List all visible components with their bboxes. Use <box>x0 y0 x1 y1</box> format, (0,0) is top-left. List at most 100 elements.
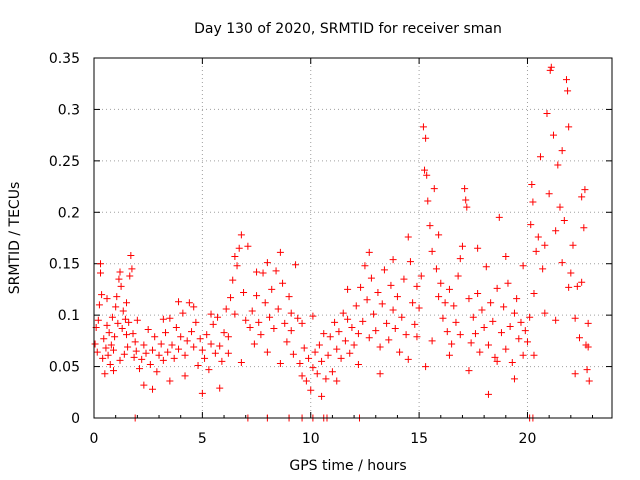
data-point <box>383 319 391 327</box>
data-point <box>476 348 484 356</box>
data-point <box>224 349 232 357</box>
data-point <box>203 331 211 339</box>
data-point <box>556 203 564 211</box>
data-point <box>333 377 341 385</box>
data-point <box>190 343 198 351</box>
data-point <box>415 304 423 312</box>
data-point <box>142 349 150 357</box>
data-point <box>370 310 378 318</box>
data-point <box>515 335 523 343</box>
data-point <box>166 314 174 322</box>
data-point <box>543 110 551 118</box>
data-point <box>246 323 254 331</box>
data-point <box>324 351 332 359</box>
data-point <box>581 186 589 194</box>
data-point <box>205 366 213 374</box>
data-point <box>344 315 352 323</box>
data-point <box>365 248 373 256</box>
y-tick-label: 0.3 <box>58 102 80 118</box>
data-point <box>467 339 475 347</box>
data-point <box>166 377 174 385</box>
data-point <box>315 341 323 349</box>
x-axis-title: GPS time / hours <box>289 458 406 474</box>
data-point <box>528 181 536 189</box>
data-point <box>120 350 128 358</box>
data-point <box>133 316 141 324</box>
data-point <box>565 283 573 291</box>
data-point <box>365 334 373 342</box>
data-point <box>276 248 284 256</box>
data-point <box>502 345 510 353</box>
data-point <box>413 333 421 341</box>
data-point <box>389 306 397 314</box>
data-point <box>305 354 313 362</box>
data-point <box>465 367 473 375</box>
data-point <box>110 367 118 375</box>
data-point <box>118 325 126 333</box>
data-point <box>493 357 501 365</box>
data-point <box>575 334 583 342</box>
data-point <box>411 320 419 328</box>
data-point <box>102 344 110 352</box>
plot-frame <box>93 57 613 419</box>
data-point <box>348 323 356 331</box>
data-point <box>584 343 592 351</box>
data-point <box>344 285 352 293</box>
data-point <box>484 341 492 349</box>
data-point <box>101 370 109 378</box>
data-point <box>318 357 326 365</box>
data-point <box>406 258 414 266</box>
data-point <box>95 301 103 309</box>
data-point <box>255 318 263 326</box>
data-point <box>439 314 447 322</box>
data-point <box>98 291 106 299</box>
data-point <box>393 293 401 301</box>
data-point <box>456 255 464 263</box>
data-point <box>458 242 466 250</box>
data-point <box>417 272 425 280</box>
data-point <box>140 381 148 389</box>
data-point <box>422 134 430 142</box>
data-point <box>465 295 473 303</box>
data-point <box>339 309 347 317</box>
data-point <box>131 338 139 346</box>
data-point <box>536 153 544 161</box>
data-point <box>454 272 462 280</box>
x-tick-label: 5 <box>198 431 207 447</box>
data-point <box>367 274 375 282</box>
data-point <box>565 123 573 131</box>
data-point <box>287 327 295 335</box>
data-point <box>138 355 146 363</box>
data-point <box>177 333 185 341</box>
y-tick-label: 0 <box>71 411 80 427</box>
data-point <box>289 350 297 358</box>
data-point <box>216 342 224 350</box>
data-point <box>428 337 436 345</box>
data-point <box>144 326 152 334</box>
data-point <box>311 348 319 356</box>
data-point <box>558 147 566 155</box>
data-point <box>346 349 354 357</box>
data-point <box>500 303 508 311</box>
data-point <box>564 87 572 95</box>
data-point <box>103 321 111 329</box>
data-point <box>168 341 176 349</box>
data-point <box>452 318 460 326</box>
data-point <box>331 318 339 326</box>
data-point <box>484 390 492 398</box>
data-point <box>103 295 111 303</box>
data-point <box>227 294 235 302</box>
data-point <box>99 354 107 362</box>
data-point <box>106 361 114 369</box>
data-point <box>155 351 163 359</box>
data-point <box>185 299 193 307</box>
data-point <box>313 370 321 378</box>
data-point <box>281 319 289 327</box>
data-point <box>266 313 274 321</box>
data-point <box>115 275 123 283</box>
y-tick-label: 0.2 <box>58 205 80 221</box>
data-point <box>456 331 464 339</box>
data-point <box>562 76 570 84</box>
data-point <box>263 348 271 356</box>
